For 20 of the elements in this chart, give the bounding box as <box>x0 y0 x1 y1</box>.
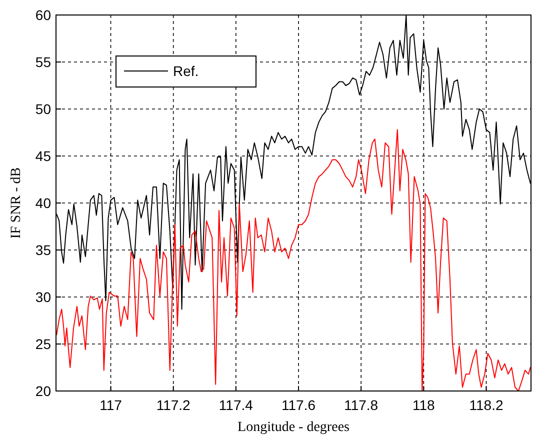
y-axis-title: IF SNR - dB <box>9 167 24 239</box>
x-axis-title: Longitude - degrees <box>238 420 350 435</box>
y-tick-label: 35 <box>35 242 52 258</box>
line-series <box>56 129 531 392</box>
x-tick-label: 117.4 <box>218 397 254 413</box>
x-tick-label: 118 <box>412 397 436 413</box>
x-tick-label: 117.6 <box>282 397 316 413</box>
legend-label: Ref. <box>173 63 199 79</box>
y-tick-label: 45 <box>35 148 52 164</box>
y-tick-label: 55 <box>35 54 52 70</box>
y-tick-label: 25 <box>35 336 52 352</box>
y-tick-label: 50 <box>35 101 52 117</box>
y-tick-label: 40 <box>35 195 52 211</box>
y-tick-label: 60 <box>35 7 52 23</box>
y-tick-label: 20 <box>35 383 52 399</box>
x-tick-label: 117 <box>100 397 122 413</box>
x-tick-label: 117.2 <box>156 397 191 413</box>
y-tick-label: 30 <box>35 289 52 305</box>
x-tick-label: 117.8 <box>344 397 378 413</box>
x-tick-label: 118.2 <box>469 397 504 413</box>
